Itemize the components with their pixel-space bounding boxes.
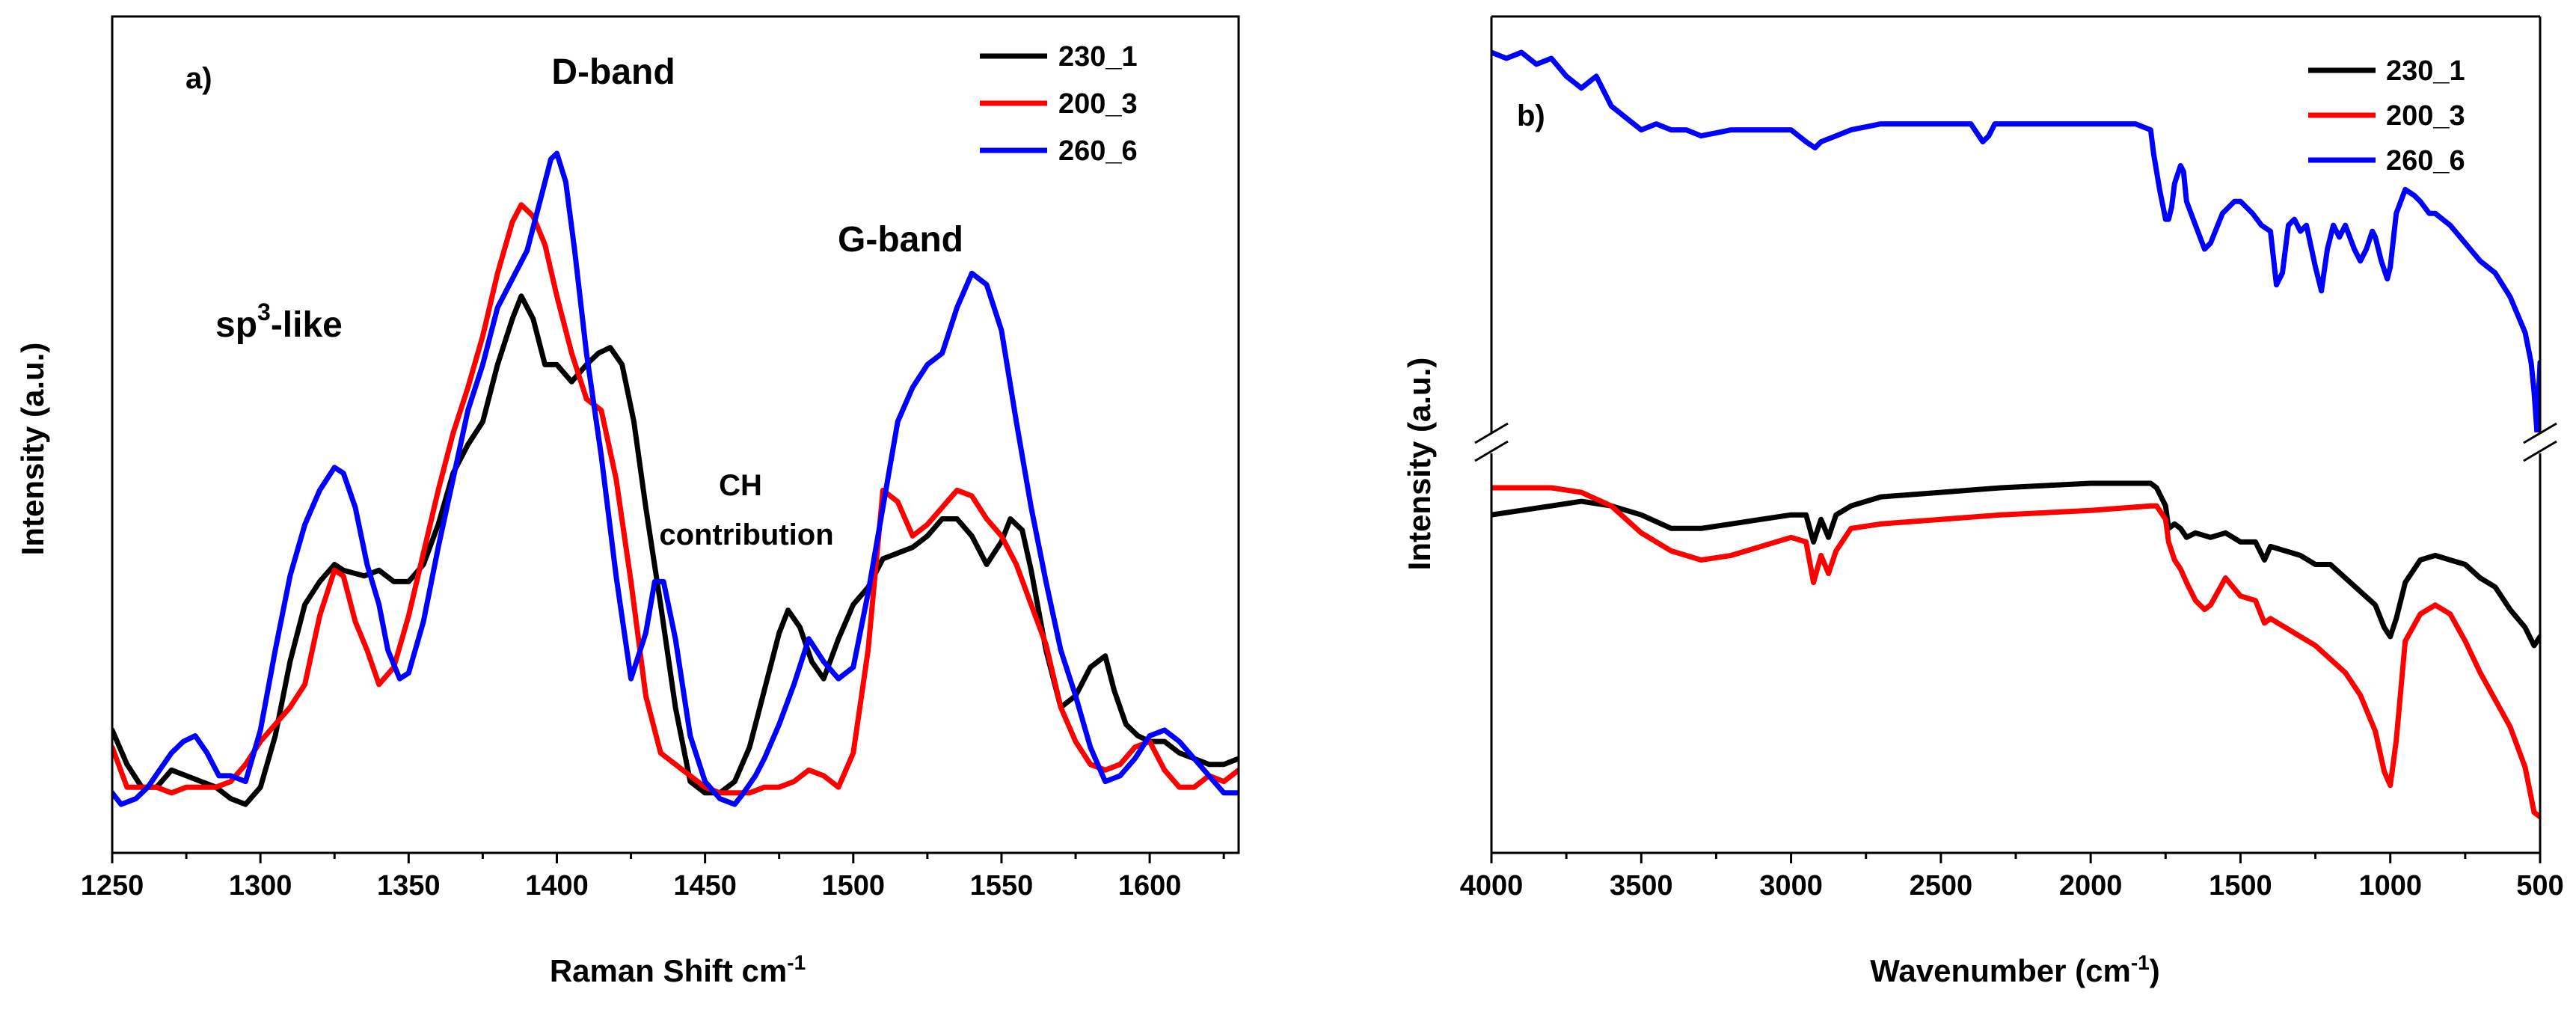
- panel-a-plot-frame: [111, 15, 1240, 854]
- panel-a-letter: a): [185, 62, 212, 95]
- legend-b-label-260-6: 260_6: [2386, 145, 2465, 177]
- panel-b-series-group: [1491, 49, 2540, 820]
- panel-b-y-axis-label: Intensity (a.u.): [1402, 358, 1437, 571]
- x-tick-label: 500: [2516, 870, 2563, 902]
- panel-b-plot-frame: [1490, 15, 2542, 854]
- legend-a-label-200-3: 200_3: [1058, 88, 1138, 120]
- panel-b-axis-break-left: [1473, 422, 1511, 462]
- panel-b-x-ticks: 4000 3500 3000 2500 2000 1500 1000 500: [1460, 853, 2564, 902]
- x-tick-label: 1500: [822, 870, 886, 902]
- panel-b-letter: b): [1517, 100, 1545, 132]
- panel-b-x-axis-label-main: Wavenumber (cm: [1870, 953, 2131, 988]
- series-line-a-200-3: [112, 202, 1239, 796]
- panel-a-x-axis-label: Raman Shift cm-1: [550, 951, 806, 988]
- series-line-a-260-6: [112, 150, 1239, 807]
- legend-a-label-260-6: 260_6: [1058, 135, 1138, 167]
- panel-a-x-axis-label-sup: -1: [787, 951, 806, 974]
- series-line-b-200-3: [1491, 485, 2540, 820]
- annotation-ch-line1: CH: [719, 469, 762, 502]
- annotation-ch-line2: contribution: [659, 518, 833, 551]
- panel-a-series-group: [112, 150, 1239, 807]
- x-tick-label: 1500: [2209, 870, 2272, 902]
- x-tick-label: 1250: [81, 870, 144, 902]
- panel-b-x-axis-label-close: ): [2150, 953, 2160, 988]
- panel-a-x-axis-label-main: Raman Shift cm: [550, 953, 787, 988]
- x-tick-label: 1350: [377, 870, 441, 902]
- panel-b-x-axis-label-sup: -1: [2131, 951, 2150, 974]
- legend-b-label-230-1: 230_1: [2386, 55, 2465, 87]
- annotation-d-band: D-band: [551, 52, 675, 92]
- legend-a-label-230-1: 230_1: [1058, 41, 1138, 73]
- x-tick-label: 2500: [1910, 870, 1973, 902]
- x-tick-label: 1600: [1118, 870, 1182, 902]
- panel-b-x-axis-label: Wavenumber (cm-1): [1870, 951, 2159, 988]
- x-tick-label: 1400: [525, 870, 589, 902]
- x-tick-label: 4000: [1460, 870, 1524, 902]
- series-line-b-230-1: [1491, 480, 2540, 649]
- panel-a-raman-chart: 1250 1300 1350 1400 1450 1500 1550 1600 a) D-ba…: [15, 15, 1240, 988]
- x-tick-label: 3000: [1759, 870, 1823, 902]
- x-tick-label: 1450: [673, 870, 737, 902]
- x-tick-label: 3500: [1610, 870, 1673, 902]
- sp3-main: sp: [215, 305, 257, 345]
- panel-a-y-axis-label: Intensity (a.u.): [15, 343, 50, 556]
- panel-b-legend: 230_1 200_3 260_6: [2308, 55, 2465, 177]
- panel-a-x-ticks: 1250 1300 1350 1400 1450 1500 1550 1600: [81, 853, 1225, 902]
- x-tick-label: 1000: [2358, 870, 2422, 902]
- panel-b-axis-break-right: [2522, 422, 2560, 462]
- panel-a-legend: 230_1 200_3 260_6: [980, 41, 1138, 167]
- x-tick-label: 1550: [970, 870, 1034, 902]
- x-tick-label: 2000: [2059, 870, 2123, 902]
- sp3-tail: -like: [271, 305, 343, 345]
- annotation-g-band: G-band: [838, 220, 963, 260]
- panel-b-ftir-chart: 4000 3500 3000 2500 2000 1500 1000 500 b) 230_1…: [1402, 15, 2564, 988]
- series-line-b-260-6: [1491, 49, 2540, 437]
- x-tick-label: 1300: [229, 870, 292, 902]
- sp3-superscript: 3: [257, 299, 271, 325]
- legend-b-label-200-3: 200_3: [2386, 100, 2465, 132]
- annotation-sp3-like: sp3-like: [215, 299, 343, 345]
